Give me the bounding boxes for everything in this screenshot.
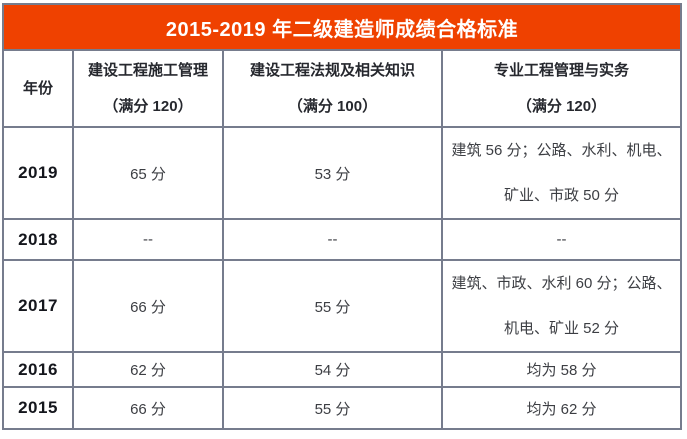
year-cell: 2016 <box>2 351 74 388</box>
table-row-2015: 2015 66 分 55 分 均为 62 分 <box>2 386 683 430</box>
practice-score-line: 均为 62 分 <box>526 400 597 418</box>
regulations-score-cell: 55 分 <box>222 259 443 353</box>
table-row-2017: 2017 66 分 55 分 建筑、市政、水利 60 分；公路、 机电、矿业 5… <box>2 259 683 353</box>
table-row-2019: 2019 65 分 53 分 建筑 56 分；公路、水利、机电、 矿业、市政 5… <box>2 126 683 220</box>
regulations-score-cell: 54 分 <box>222 351 443 388</box>
practice-score-line: 机电、矿业 52 分 <box>503 320 620 337</box>
column-header-label: 建设工程法规及相关知识 <box>249 61 415 79</box>
column-header-label: 年份 <box>22 79 53 97</box>
column-header-professional-practice: 专业工程管理与实务 （满分 120） <box>440 49 683 128</box>
year-cell: 2015 <box>2 386 74 430</box>
year-cell: 2018 <box>2 218 74 261</box>
table-title-banner: 2015-2019 年二级建造师成绩合格标准 <box>1 3 683 51</box>
management-score-cell: 65 分 <box>72 126 224 220</box>
regulations-score-cell: 53 分 <box>222 126 443 220</box>
score-table: 2015-2019 年二级建造师成绩合格标准 年份 建设工程施工管理 （满分 1… <box>1 3 683 430</box>
regulations-score-cell: 55 分 <box>222 386 443 430</box>
management-score-cell: 62 分 <box>72 351 224 388</box>
column-header-max-score: （满分 120） <box>516 97 607 115</box>
banner-row: 2015-2019 年二级建造师成绩合格标准 <box>1 3 683 51</box>
column-header-regulations: 建设工程法规及相关知识 （满分 100） <box>222 49 443 128</box>
management-score-cell: 66 分 <box>72 386 224 430</box>
column-header-construction-management: 建设工程施工管理 （满分 120） <box>72 49 224 128</box>
table-header-row: 年份 建设工程施工管理 （满分 120） 建设工程法规及相关知识 （满分 100… <box>2 49 683 128</box>
practice-score-cell: 建筑 56 分；公路、水利、机电、 矿业、市政 50 分 <box>440 126 683 220</box>
practice-score-line: 矿业、市政 50 分 <box>503 187 620 204</box>
practice-score-cell: 均为 58 分 <box>440 351 683 388</box>
practice-score-line: 建筑 56 分；公路、水利、机电、 <box>451 142 672 159</box>
practice-score-cell: -- <box>440 218 683 261</box>
practice-score-line: -- <box>556 231 567 248</box>
table-title: 2015-2019 年二级建造师成绩合格标准 <box>165 18 519 41</box>
year-cell: 2019 <box>2 126 74 220</box>
column-header-label: 建设工程施工管理 <box>87 61 208 79</box>
practice-score-cell: 均为 62 分 <box>440 386 683 430</box>
column-header-max-score: （满分 120） <box>103 97 193 115</box>
practice-score-cell: 建筑、市政、水利 60 分；公路、 机电、矿业 52 分 <box>440 259 683 353</box>
management-score-cell: -- <box>72 218 224 261</box>
regulations-score-cell: -- <box>222 218 443 261</box>
management-score-cell: 66 分 <box>72 259 224 353</box>
table-row-2016: 2016 62 分 54 分 均为 58 分 <box>2 351 683 388</box>
practice-score-line: 均为 58 分 <box>526 362 597 379</box>
column-header-year: 年份 <box>2 49 74 128</box>
year-cell: 2017 <box>2 259 74 353</box>
column-header-max-score: （满分 100） <box>287 97 378 115</box>
table-row-2018: 2018 -- -- -- <box>2 218 683 261</box>
column-header-label: 专业工程管理与实务 <box>494 61 630 79</box>
practice-score-line: 建筑、市政、水利 60 分；公路、 <box>451 275 672 292</box>
